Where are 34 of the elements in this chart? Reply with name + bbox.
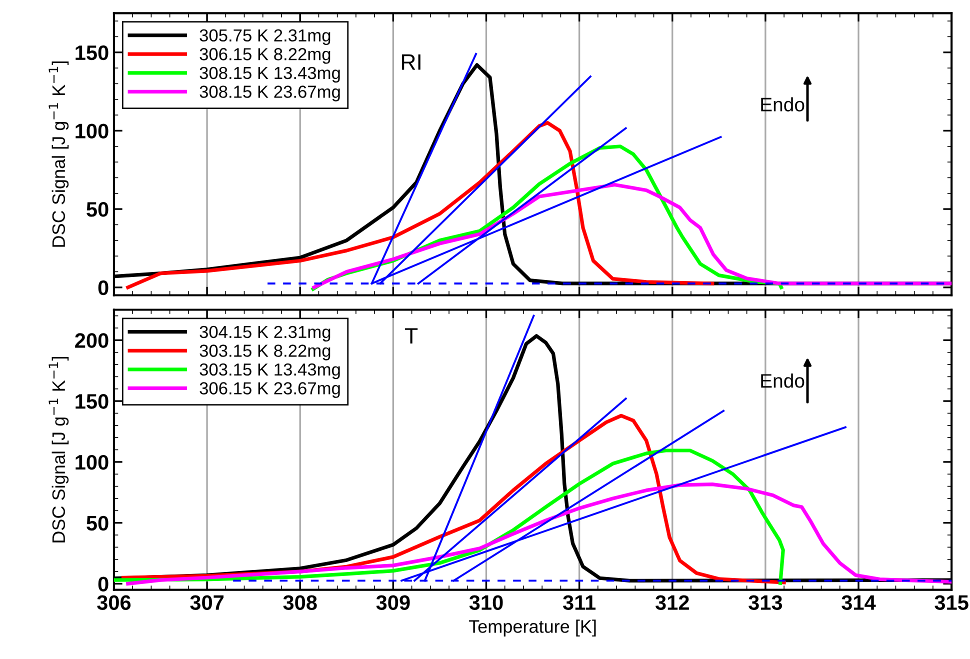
- y-tick-label: 200: [75, 333, 108, 348]
- legend-label: 308.15 K 13.43mg: [200, 66, 340, 83]
- legend-label: 306.15 K 8.22mg: [200, 48, 330, 64]
- annotation: RI: [402, 54, 420, 70]
- y-tick-label: 50: [86, 516, 108, 531]
- x-tick-label: 313: [748, 595, 782, 610]
- x-tick-label: 308: [283, 595, 317, 610]
- legend-label: 304.15 K 2.31mg: [200, 326, 330, 342]
- y-tick-label: 150: [76, 394, 108, 409]
- legend-label: 306.15 K 23.67mg: [200, 382, 340, 398]
- annotation: T: [405, 328, 418, 344]
- legend-label: 303.15 K 13.43mg: [200, 363, 340, 380]
- annotation: Endo: [761, 97, 804, 112]
- x-tick-label: 307: [190, 595, 224, 610]
- y-axis-title: DSC Signal [J g$^{−1}$ K$^{−1}$]: [48, 61, 69, 247]
- y-axis-title: DSC Signal [J g$^{−1}$ K$^{−1}$]: [48, 357, 69, 542]
- x-tick-label: 306: [97, 595, 131, 610]
- legend-label: 303.15 K 8.22mg: [200, 344, 330, 360]
- legend-label: 305.75 K 2.31mg: [200, 29, 330, 45]
- y-tick-label: 0: [98, 280, 108, 296]
- x-tick-label: 311: [562, 595, 596, 610]
- y-tick-label: 50: [86, 202, 108, 217]
- x-tick-label: 309: [376, 595, 410, 610]
- y-tick-label: 150: [76, 45, 108, 60]
- annotation: Endo: [761, 373, 804, 388]
- x-axis-title: Temperature [K]: [468, 620, 596, 636]
- legend-label: 308.15 K 23.67mg: [200, 86, 340, 102]
- x-tick-label: 315: [934, 595, 968, 610]
- y-tick-label: 0: [98, 576, 108, 592]
- x-tick-label: 314: [842, 595, 876, 610]
- y-tick-label: 100: [76, 124, 108, 138]
- x-tick-label: 312: [655, 595, 689, 610]
- y-tick-label: 100: [76, 454, 108, 470]
- x-tick-label: 310: [469, 595, 503, 610]
